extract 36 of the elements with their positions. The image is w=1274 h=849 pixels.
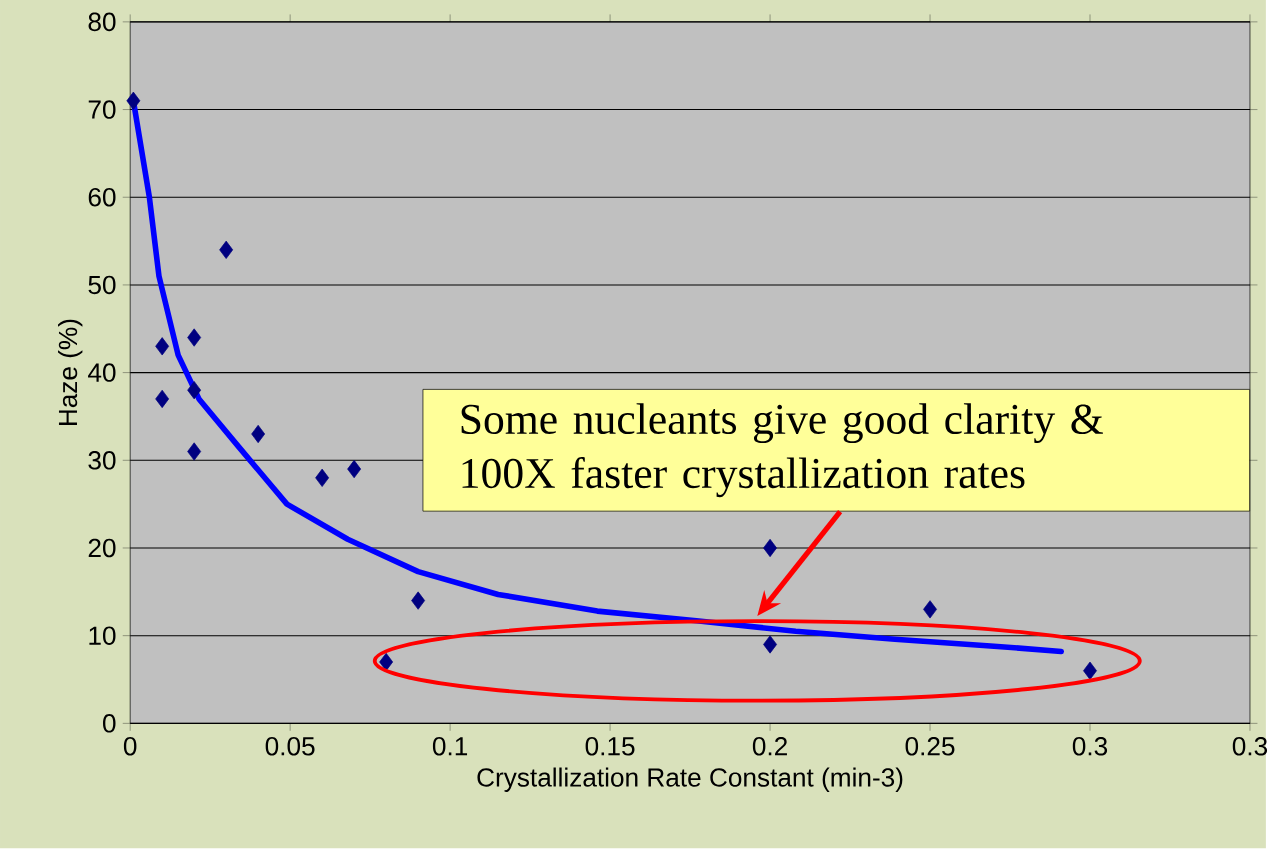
y-tick-label: 10: [89, 626, 116, 646]
point: [763, 539, 777, 558]
y-tick-label: 0: [103, 714, 116, 733]
x-tick-label: 0.15: [585, 737, 635, 756]
point: [315, 468, 330, 488]
point: [763, 635, 777, 654]
y-tick-label: 50: [88, 275, 116, 295]
y-tick-label: 60: [88, 188, 116, 207]
x-axis-title: Crystallization Rate Constant (min-3): [477, 767, 903, 793]
point: [251, 425, 266, 444]
annotation: Some nucleants give good clarity & 100X faster crystallization rates: [461, 403, 1103, 498]
y-tick-label: 70: [88, 100, 116, 120]
point: [187, 381, 202, 400]
y-axis-title: Haze (%): [58, 319, 83, 426]
x-tick-label: 0.05: [265, 737, 315, 756]
x-tick-label: 0: [123, 737, 137, 756]
point: [155, 337, 170, 356]
point: [347, 460, 362, 479]
y-tick-label: 20: [88, 538, 116, 558]
x-tick-label: 0.1: [432, 737, 468, 756]
point: [219, 240, 234, 260]
y-tick-label: 80: [88, 12, 116, 32]
point: [923, 600, 937, 619]
point: [1083, 661, 1097, 681]
point: [411, 591, 426, 610]
point: [126, 91, 141, 111]
point: [187, 328, 202, 347]
x-tick-label: 0.3: [1232, 737, 1268, 756]
point: [187, 442, 202, 461]
x-tick-label: 0.25: [905, 737, 955, 756]
point: [155, 390, 170, 409]
y-tick-label: 40: [88, 363, 116, 383]
y-tick-label: 30: [88, 451, 116, 470]
x-tick-label: 0.3: [1072, 737, 1108, 756]
point: [379, 653, 394, 672]
x-tick-label: 0.2: [752, 737, 787, 756]
